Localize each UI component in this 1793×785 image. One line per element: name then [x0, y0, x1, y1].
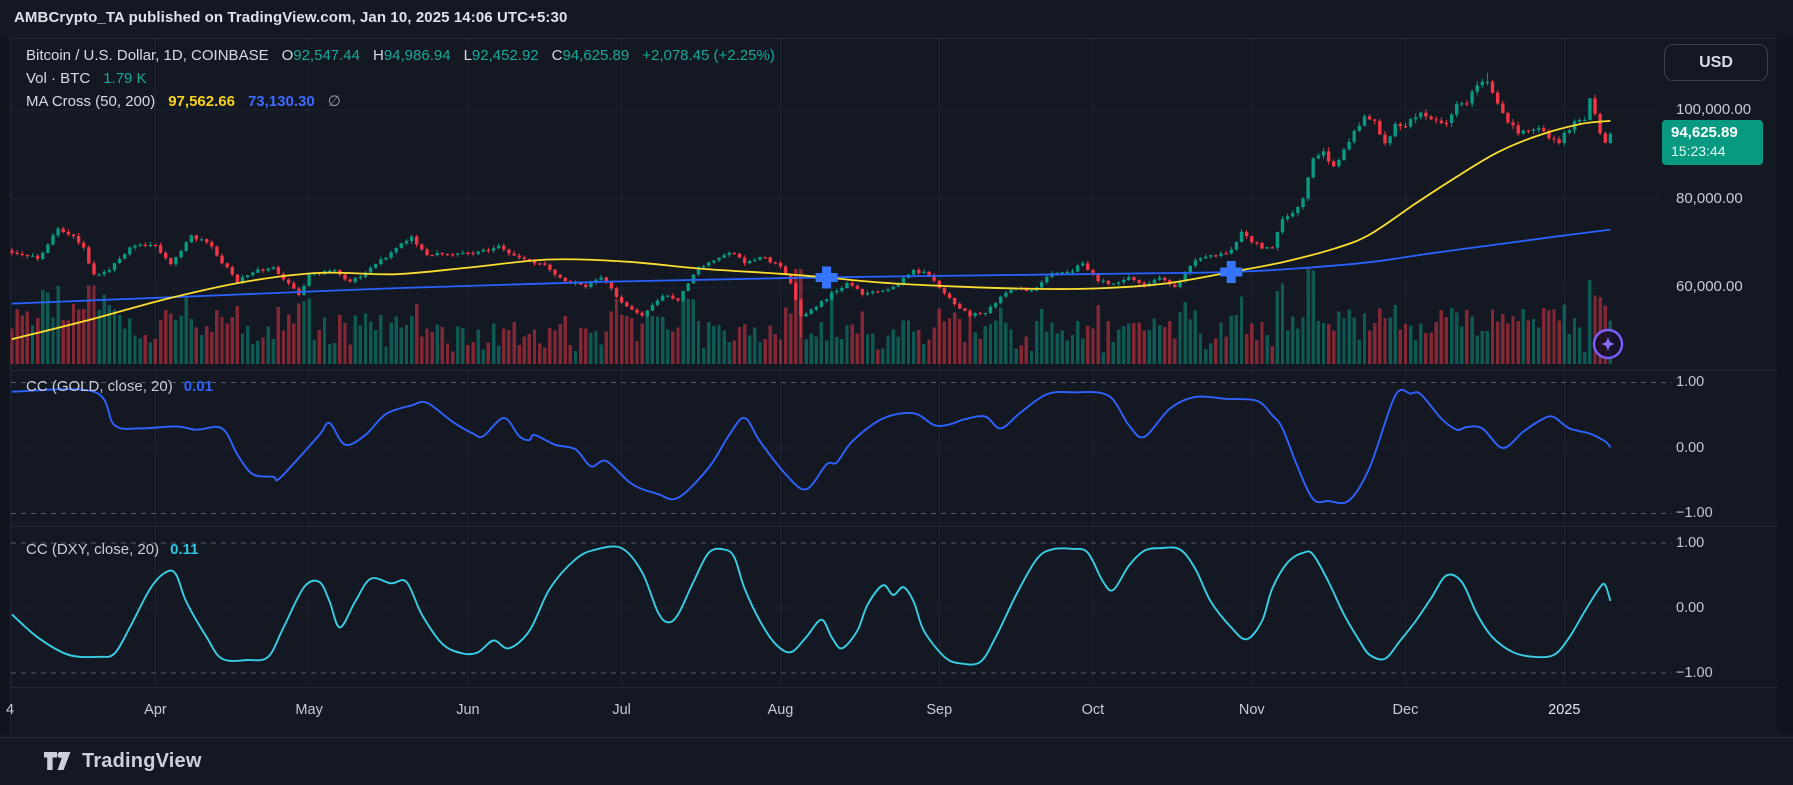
price-tick-100k: 100,000.00 — [1676, 101, 1751, 119]
ma200-line — [12, 230, 1610, 304]
price-tick-60k: 60,000.00 — [1676, 278, 1743, 296]
symbol-legend-row[interactable]: Bitcoin / U.S. Dollar, 1D, COINBASE O92,… — [26, 47, 775, 64]
price-tick-80k: 80,000.00 — [1676, 190, 1743, 208]
candlesticks — [10, 73, 1612, 337]
cc-dxy-label[interactable]: CC (DXY, close, 20) — [26, 541, 159, 558]
last-price-value: 94,625.89 — [1671, 123, 1763, 142]
volume-legend-row[interactable]: Vol · BTC 1.79 K — [26, 70, 147, 87]
cc-gold-legend[interactable]: CC (GOLD, close, 20) 0.01 — [26, 378, 213, 395]
dxy-tick-hi: 1.00 — [1676, 534, 1704, 552]
gold-tick-lo: −1.00 — [1676, 504, 1713, 522]
dxy-tick-lo: −1.00 — [1676, 664, 1713, 682]
ohlc-low: L92,452.92 — [464, 47, 539, 64]
tradingview-brand[interactable]: TradingView — [82, 750, 202, 773]
ma-cross-marker-death-cross — [816, 266, 838, 288]
volume-label: Vol · BTC — [26, 70, 90, 87]
change-value: +2,078.45 (+2.25%) — [642, 47, 775, 64]
footer-bar: TradingView — [0, 737, 1793, 785]
published-line: AMBCrypto_TA published on TradingView.co… — [14, 9, 567, 26]
gold-tick-mid: 0.00 — [1676, 439, 1704, 457]
tradingview-logo-icon[interactable] — [44, 752, 71, 771]
chart-grid — [10, 38, 1778, 733]
bar-countdown: 15:23:44 — [1671, 142, 1763, 161]
empty-set-icon: ∅ — [328, 92, 341, 110]
symbol-title[interactable]: Bitcoin / U.S. Dollar, 1D, COINBASE — [26, 47, 269, 64]
volume-value: 1.79 K — [103, 70, 146, 87]
price-chart-canvas[interactable] — [0, 0, 1793, 785]
ma-cross-marker-golden-cross — [1220, 261, 1242, 283]
left-gutter — [0, 38, 10, 733]
ma-cross-legend-row[interactable]: MA Cross (50, 200) 97,562.66 73,130.30 ∅ — [26, 92, 341, 110]
ma50-line — [12, 121, 1610, 339]
cc-gold-pane — [11, 383, 1672, 514]
cc-gold-value: 0.01 — [184, 378, 213, 395]
gold-tick-hi: 1.00 — [1676, 373, 1704, 391]
ma-cross-label[interactable]: MA Cross (50, 200) — [26, 93, 155, 110]
ma200-value: 73,130.30 — [248, 93, 315, 110]
ma50-value: 97,562.66 — [168, 93, 235, 110]
ohlc-close: C94,625.89 — [552, 47, 630, 64]
cc-gold-label[interactable]: CC (GOLD, close, 20) — [26, 378, 173, 395]
ohlc-high: H94,986.94 — [373, 47, 451, 64]
dxy-tick-mid: 0.00 — [1676, 599, 1704, 617]
volume-bars — [10, 269, 1612, 364]
last-price-badge: 94,625.89 15:23:44 — [1662, 120, 1763, 165]
cc-dxy-value: 0.11 — [170, 541, 198, 558]
sparkle-icon[interactable] — [1594, 330, 1622, 358]
cc-dxy-legend[interactable]: CC (DXY, close, 20) 0.11 — [26, 541, 198, 558]
ohlc-open: O92,547.44 — [282, 47, 360, 64]
cc-dxy-pane — [11, 543, 1672, 673]
